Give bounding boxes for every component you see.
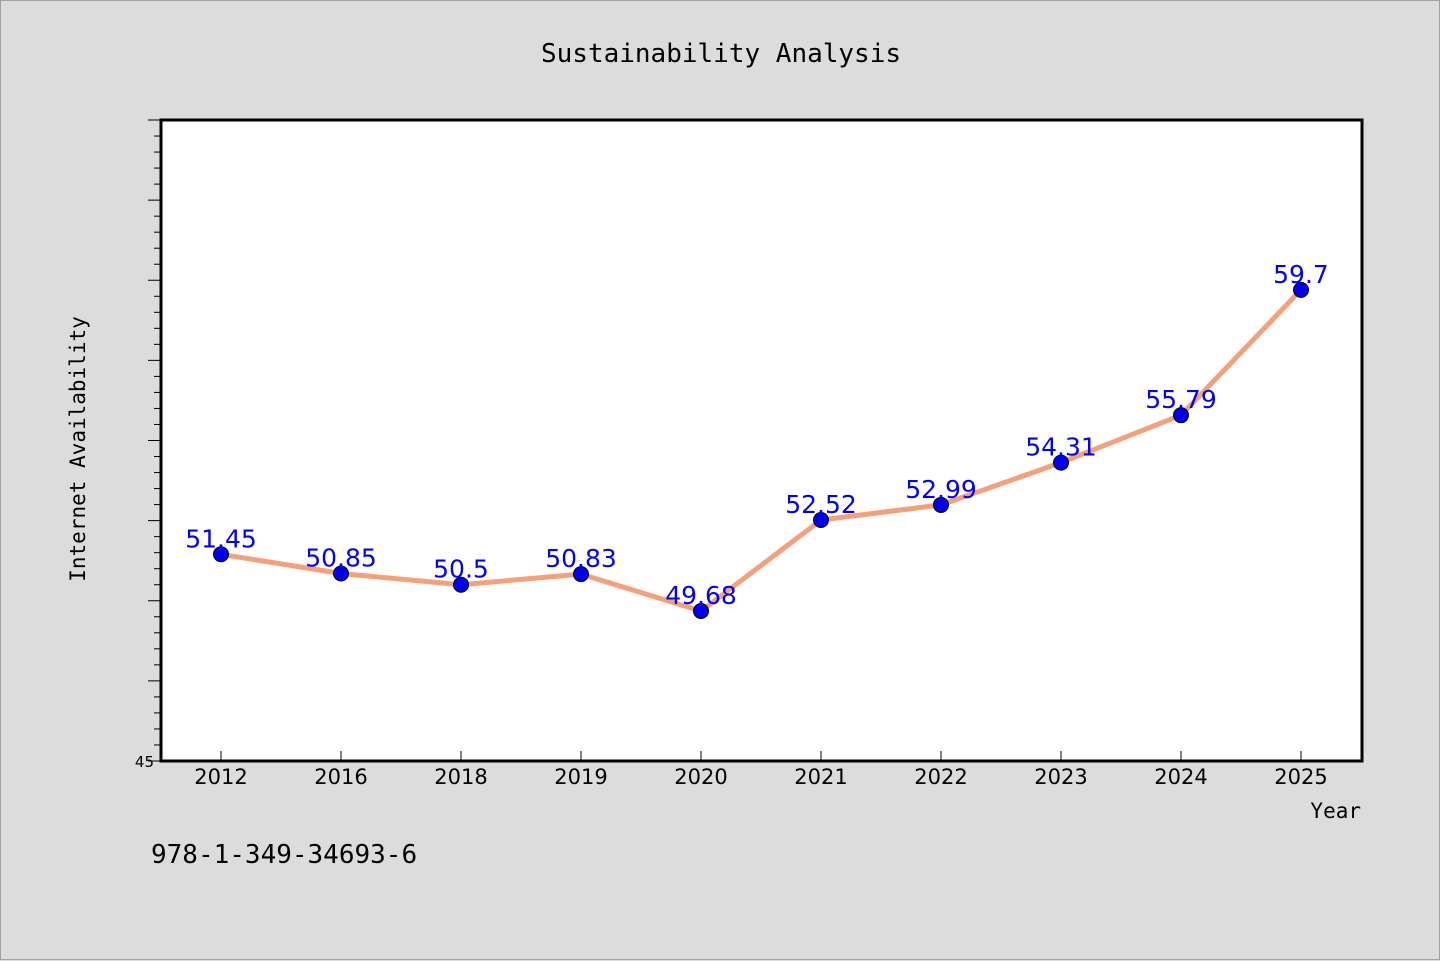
x-tick-label-2021: 2021 bbox=[794, 765, 847, 789]
data-label-2018: 50.5 bbox=[433, 555, 489, 584]
y-tick-label-45: 45 bbox=[135, 753, 154, 771]
data-point-2012 bbox=[213, 546, 229, 563]
x-tick-label-2020: 2020 bbox=[674, 765, 727, 789]
data-label-2025: 59.7 bbox=[1273, 260, 1329, 289]
x-tick-label-2019: 2019 bbox=[554, 765, 607, 789]
data-point-2025 bbox=[1293, 281, 1309, 298]
data-labels: 51.45 50.85 50.5 50.83 49.68 52.52 52.99 54.31 5… bbox=[185, 260, 1329, 610]
data-label-2019: 50.83 bbox=[545, 544, 617, 573]
data-point-2023 bbox=[1053, 454, 1069, 471]
x-tick-label-2012: 2012 bbox=[194, 765, 247, 789]
x-tick-label-2016: 2016 bbox=[314, 765, 367, 789]
y-axis-title: Internet Availability bbox=[66, 316, 90, 582]
data-label-2020: 49.68 bbox=[665, 581, 737, 610]
footnote-isbn: 978-1-349-34693-6 bbox=[151, 840, 417, 870]
data-point-2024 bbox=[1173, 407, 1189, 424]
y-axis-ticks bbox=[148, 119, 161, 762]
series-line bbox=[218, 287, 1304, 614]
x-axis-title: Year bbox=[1310, 799, 1361, 823]
data-label-2012: 51.45 bbox=[185, 524, 257, 553]
x-tick-label-2022: 2022 bbox=[914, 765, 967, 789]
data-point-2018 bbox=[453, 576, 469, 593]
x-tick-label-2025: 2025 bbox=[1274, 765, 1327, 789]
x-tick-label-2024: 2024 bbox=[1154, 765, 1207, 789]
data-point-2019 bbox=[573, 566, 589, 583]
data-label-2023: 54.31 bbox=[1025, 433, 1097, 462]
data-label-2016: 50.85 bbox=[305, 544, 377, 573]
data-label-2021: 52.52 bbox=[785, 490, 857, 519]
data-point-2021 bbox=[813, 511, 829, 528]
data-label-2024: 55.79 bbox=[1145, 385, 1217, 414]
data-label-2022: 52.99 bbox=[905, 475, 977, 504]
data-point-2020 bbox=[693, 603, 709, 620]
data-point-2016 bbox=[333, 565, 349, 582]
plot-area bbox=[159, 118, 1364, 763]
x-tick-label-2023: 2023 bbox=[1034, 765, 1087, 789]
x-axis-ticks: 2012 2016 2018 2019 2020 2021 2022 2023 2024 2025 bbox=[194, 751, 1328, 789]
series-markers bbox=[213, 281, 1309, 620]
data-point-2022 bbox=[933, 496, 949, 513]
chart-title: Sustainability Analysis bbox=[541, 39, 901, 69]
x-tick-label-2018: 2018 bbox=[434, 765, 487, 789]
